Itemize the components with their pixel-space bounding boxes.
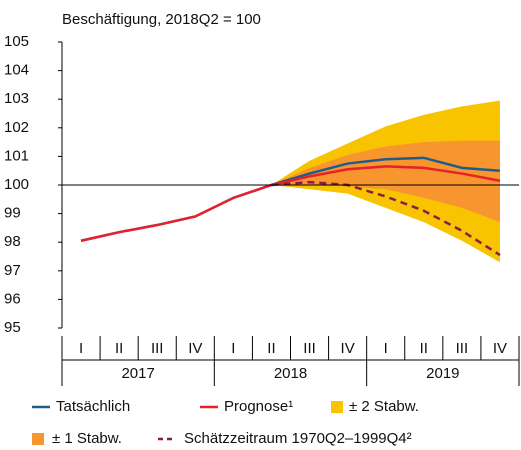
x-tick-label: II (420, 340, 428, 357)
y-tick-label: 98 (4, 233, 21, 250)
x-tick-label: III (151, 340, 164, 357)
legend-label: Prognose¹ (224, 398, 293, 415)
y-tick-label: 95 (4, 319, 21, 336)
y-tick-label: 100 (4, 176, 29, 193)
legend-label: ± 2 Stabw. (349, 398, 419, 415)
x-tick-label: II (115, 340, 123, 357)
y-tick-label: 105 (4, 33, 29, 50)
legend-label: Tatsächlich (56, 398, 130, 415)
series-line (271, 180, 501, 257)
x-tick-label: I (79, 340, 83, 357)
legend-label: Schätzzeitraum 1970Q2–1999Q4² (184, 430, 412, 447)
x-year-label: 2019 (426, 365, 459, 382)
x-tick-label: IV (341, 340, 355, 357)
y-tick-label: 103 (4, 90, 29, 107)
x-tick-label: III (303, 340, 316, 357)
x-tick-label: IV (188, 340, 202, 357)
y-tick-label: 96 (4, 290, 21, 307)
x-tick-label: III (456, 340, 469, 357)
x-year-label: 2018 (274, 365, 307, 382)
x-tick-label: I (231, 340, 235, 357)
x-tick-label: I (384, 340, 388, 357)
legend-swatch (32, 433, 44, 445)
y-tick-label: 104 (4, 62, 29, 79)
y-tick-label: 99 (4, 205, 21, 222)
band-area (271, 140, 500, 223)
x-tick-label: II (267, 340, 275, 357)
x-tick-label: IV (493, 340, 507, 357)
legend-label: ± 1 Stabw. (52, 430, 122, 447)
y-axis-title: Beschäftigung, 2018Q2 = 100 (62, 11, 261, 28)
legend-swatch (331, 401, 343, 413)
x-year-label: 2017 (121, 365, 154, 382)
y-tick-label: 101 (4, 147, 29, 164)
y-tick-label: 97 (4, 262, 21, 279)
y-tick-label: 102 (4, 119, 29, 136)
series-line (80, 165, 501, 242)
